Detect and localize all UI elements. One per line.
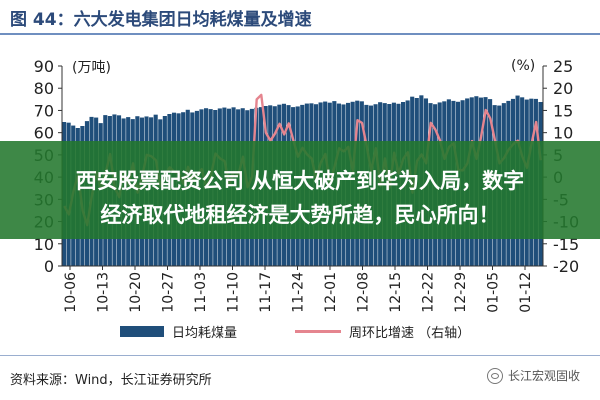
- x-tick-label: 12-01: [323, 272, 339, 313]
- legend: 日均耗煤量 周环比增速 （右轴）: [120, 321, 560, 341]
- legend-bar-label: 日均耗煤量: [172, 325, 238, 341]
- legend-bar-swatch: [120, 325, 164, 337]
- watermark: 长江宏观固收: [486, 367, 580, 384]
- x-tick-label: 12-22: [421, 272, 437, 313]
- left-tick-label: 0: [44, 257, 54, 276]
- x-tick-label: 10-06: [63, 272, 79, 313]
- wechat-icon: [486, 367, 503, 384]
- x-tick-label: 10-13: [96, 272, 112, 313]
- x-tick-label: 11-10: [226, 272, 242, 313]
- left-tick-label: 10: [34, 235, 54, 254]
- left-tick-label: 90: [34, 57, 54, 76]
- promo-line-1: 西安股票配资公司 从恒大破产到华为入局，数字: [75, 169, 525, 193]
- right-tick-label: -15: [553, 235, 579, 254]
- x-tick-label: 11-03: [193, 272, 209, 313]
- left-tick-label: 70: [34, 101, 54, 120]
- x-tick-label: 10-20: [128, 272, 144, 313]
- legend-item-bar: 日均耗煤量: [120, 321, 237, 341]
- footer-divider: [0, 355, 600, 356]
- promo-banner: 西安股票配资公司 从恒大破产到华为入局，数字 经济取代地租经济是大势所趋，民心所…: [0, 141, 600, 239]
- left-tick-label: 60: [34, 124, 54, 143]
- right-axis-unit: (%): [511, 58, 535, 74]
- figure-title: 图 44：六大发电集团日均耗煤量及增速: [10, 10, 312, 30]
- legend-line-label: 周环比增速 （右轴）: [349, 325, 471, 341]
- source-note: 资料来源：Wind，长江证券研究所: [10, 373, 212, 388]
- right-tick-label: -20: [553, 257, 579, 276]
- x-tick-label: 12-15: [388, 272, 404, 313]
- watermark-text: 长江宏观固收: [507, 369, 580, 383]
- legend-line-swatch: [295, 329, 341, 333]
- promo-line-2: 经济取代地租经济是大势所趋，民心所向！: [100, 203, 500, 227]
- legend-item-line: 周环比增速 （右轴）: [295, 321, 470, 341]
- x-tick-label: 12-08: [356, 272, 372, 313]
- x-tick-label: 01-12: [518, 272, 534, 313]
- x-tick-label: 12-29: [453, 272, 469, 313]
- left-tick-label: 80: [34, 79, 54, 98]
- right-tick-label: 15: [553, 101, 573, 120]
- x-tick-label: 11-24: [291, 272, 307, 313]
- left-axis-unit: (万吨): [72, 60, 111, 76]
- title-divider: [0, 33, 600, 35]
- right-tick-label: 10: [553, 124, 573, 143]
- x-tick-label: 11-17: [258, 272, 274, 313]
- right-tick-label: 25: [553, 57, 573, 76]
- x-tick-label: 01-05: [486, 272, 502, 313]
- x-tick-label: 10-27: [161, 272, 177, 313]
- right-tick-label: 20: [553, 79, 573, 98]
